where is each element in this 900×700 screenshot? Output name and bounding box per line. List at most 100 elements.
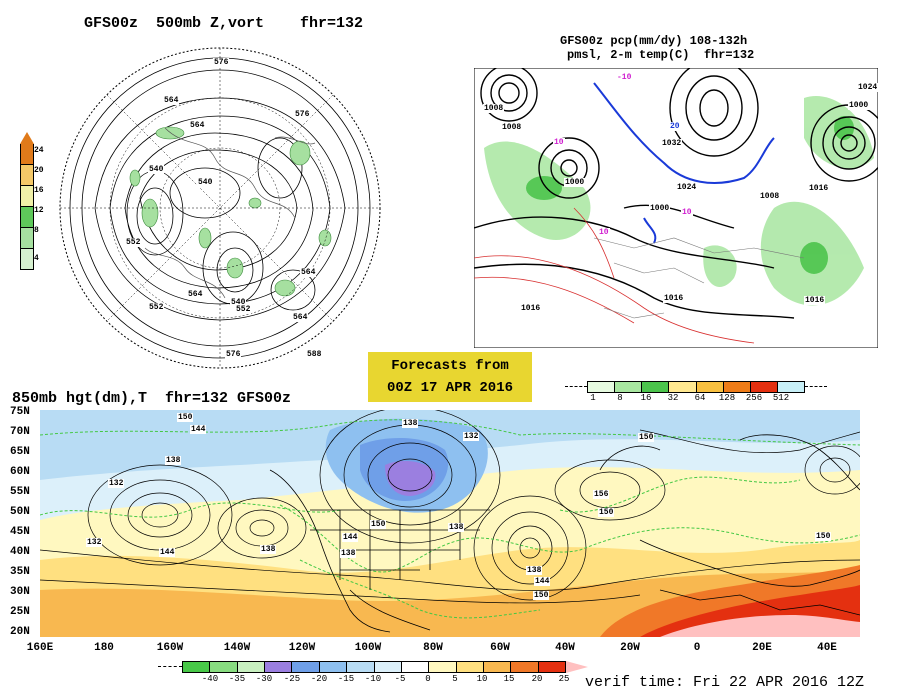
lat-label: 25N [10, 606, 30, 618]
precip-colorbar-label: 512 [772, 393, 790, 403]
main-contour-label: 132 [86, 538, 103, 547]
temp-colorbar-swatch [538, 661, 567, 673]
main-contour-label: 150 [533, 591, 550, 600]
lat-label: 75N [10, 406, 30, 418]
main-contour-label: 138 [526, 566, 543, 575]
precip-colorbar-label: 16 [640, 393, 652, 403]
precip-contour-label: 1024 [857, 83, 879, 92]
lat-label: 55N [10, 486, 30, 498]
polar-colorbar-swatch [20, 228, 34, 249]
temp-colorbar-swatch [429, 661, 457, 673]
main-contour-label: 150 [370, 520, 387, 529]
precip-contour-label: 1016 [804, 296, 826, 305]
precip-contour-label: 1008 [501, 123, 523, 132]
precip-contour-label: 1024 [676, 183, 698, 192]
polar-colorbar-swatch [20, 186, 34, 207]
polar-colorbar-label: 24 [34, 146, 44, 155]
temp-colorbar-swatch [319, 661, 348, 673]
precip-contour-label: 1016 [808, 184, 830, 193]
main-contour-label: 144 [190, 425, 207, 434]
precip-contour-label: 1000 [848, 101, 870, 110]
precip-colorbar-label: 256 [745, 393, 763, 403]
polar-colorbar-label: 4 [34, 254, 39, 263]
precip-colorbar-swatch [587, 381, 616, 393]
temp-colorbar-swatch [237, 661, 266, 673]
temp-colorbar-label: -40 [201, 674, 219, 684]
polar-colorbar-swatch [20, 249, 34, 270]
precip-colorbar-swatch [642, 381, 670, 393]
polar-contour-label: 540 [197, 178, 214, 187]
precip-contour-label: 1008 [483, 104, 505, 113]
polar-500mb-map [59, 47, 381, 369]
precip-colorbar-swatch [696, 381, 724, 393]
main-contour-label: 144 [534, 577, 551, 586]
precip-contour-label: -10 [616, 73, 633, 82]
temp-colorbar-label: -25 [283, 674, 301, 684]
lon-label: 140W [223, 642, 251, 654]
banner-line1: Forecasts from [391, 358, 509, 374]
lon-label: 0 [693, 642, 701, 654]
lon-label: 20W [620, 642, 640, 654]
precip-contour-label: 1008 [759, 192, 781, 201]
lon-label: 60W [490, 642, 510, 654]
polar-colorbar-swatch [20, 144, 34, 165]
polar-colorbar-swatch [20, 165, 34, 186]
temp-colorbar-label: -10 [364, 674, 382, 684]
polar-colorbar-label: 12 [34, 206, 44, 215]
lat-label: 45N [10, 526, 30, 538]
polar-colorbar-label: 16 [34, 186, 44, 195]
main-contour-label: 138 [340, 549, 357, 558]
lon-label: 180 [94, 642, 114, 654]
precip-colorbar [565, 381, 827, 393]
temp-colorbar-label: 5 [452, 674, 458, 684]
lon-label: 20E [752, 642, 772, 654]
lat-label: 50N [10, 506, 30, 518]
precip-contour-label: 10 [598, 228, 610, 237]
precip-contour-label: 20 [669, 122, 681, 131]
polar-contour-label: 564 [163, 96, 180, 105]
lat-label: 30N [10, 586, 30, 598]
main-contour-label: 156 [593, 490, 610, 499]
main-850mb-map [40, 410, 860, 637]
main-contour-label: 132 [108, 479, 125, 488]
precip-contour-label: 10 [681, 208, 693, 217]
polar-colorbar-swatch [20, 207, 34, 228]
temp-colorbar-label: -15 [337, 674, 355, 684]
temp-colorbar-swatch [511, 661, 539, 673]
polar-colorbar [20, 132, 34, 270]
precip-colorbar-label: 128 [718, 393, 736, 403]
polar-contour-label: 576 [294, 110, 311, 119]
main-contour-label: 138 [448, 523, 465, 532]
lon-label: 100W [354, 642, 382, 654]
polar-contour-label: 564 [300, 268, 317, 277]
temp-colorbar-label: -20 [310, 674, 328, 684]
main-contour-label: 144 [159, 548, 176, 557]
lon-label: 160W [156, 642, 184, 654]
temp-colorbar-swatch [265, 661, 293, 673]
temp-colorbar-swatch [292, 661, 320, 673]
polar-contour-label: 540 [148, 165, 165, 174]
temp-colorbar [158, 661, 589, 673]
polar-colorbar-label: 20 [34, 166, 44, 175]
temp-colorbar-swatch [210, 661, 238, 673]
main-contour-label: 138 [165, 456, 182, 465]
main-contour-label: 138 [402, 419, 419, 428]
polar-contour-label: 564 [292, 313, 309, 322]
temp-colorbar-label: -35 [228, 674, 246, 684]
polar-contour-label: 552 [148, 303, 165, 312]
polar-contour-label: 576 [213, 58, 230, 67]
polar-map-title: GFS00z 500mb Z,vort fhr=132 [84, 15, 364, 32]
precip-map-title-line2: pmsl, 2-m temp(C) fhr=132 [567, 48, 755, 62]
temp-colorbar-swatch [347, 661, 375, 673]
lat-label: 65N [10, 446, 30, 458]
polar-contour-label: 564 [189, 121, 206, 130]
precip-colorbar-swatch [669, 381, 697, 393]
main-map-title: 850mb hgt(dm),T fhr=132 GFS00z [12, 390, 292, 407]
lon-label: 40W [555, 642, 575, 654]
main-contour-label: 132 [463, 432, 480, 441]
lon-label: 120W [288, 642, 316, 654]
precip-colorbar-swatch [723, 381, 751, 393]
lat-label: 40N [10, 546, 30, 558]
precip-contour-label: 10 [553, 138, 565, 147]
precip-contour-label: 1032 [661, 139, 683, 148]
